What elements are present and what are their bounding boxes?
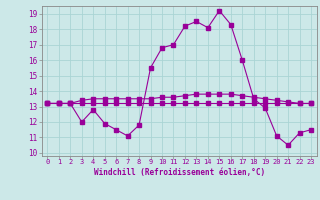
X-axis label: Windchill (Refroidissement éolien,°C): Windchill (Refroidissement éolien,°C) <box>94 168 265 177</box>
